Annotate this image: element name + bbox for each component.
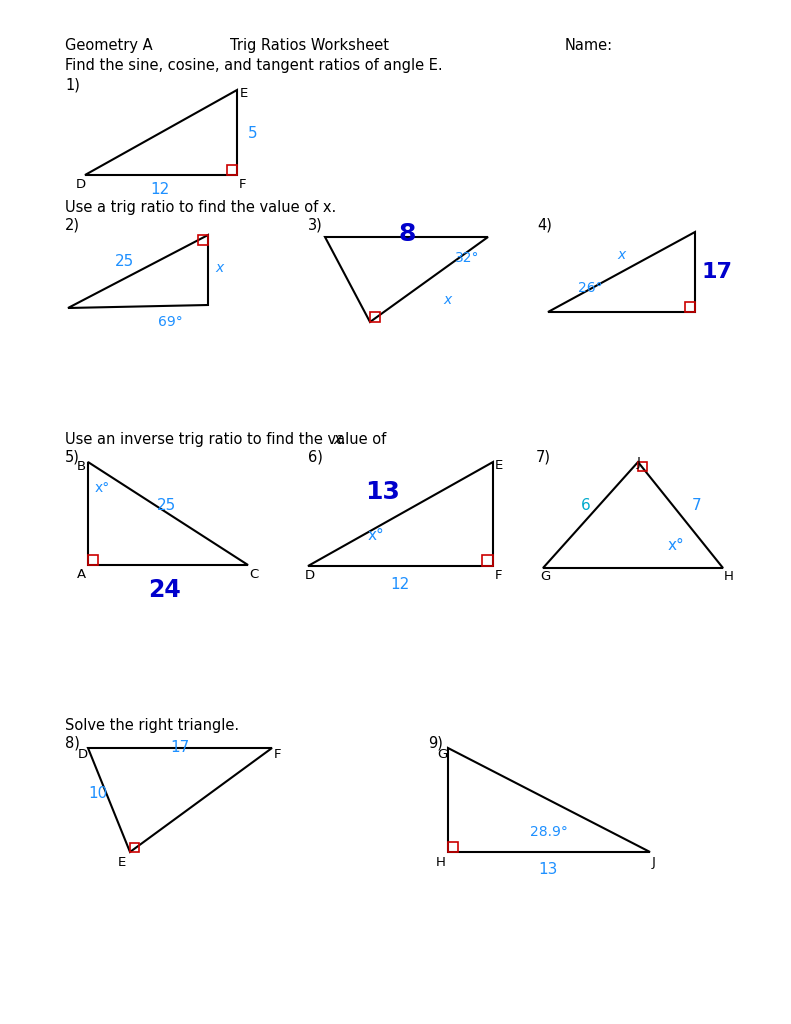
Text: 13: 13 xyxy=(365,480,400,504)
Text: 3): 3) xyxy=(308,218,323,233)
Text: 8): 8) xyxy=(65,736,85,751)
Text: E: E xyxy=(495,459,503,472)
Text: 17: 17 xyxy=(702,262,733,282)
Text: 1): 1) xyxy=(65,78,80,93)
Text: 25: 25 xyxy=(157,498,176,512)
Text: 28.9°: 28.9° xyxy=(530,825,568,839)
Text: 6: 6 xyxy=(581,499,591,513)
Text: E: E xyxy=(118,856,127,869)
Text: 5): 5) xyxy=(65,450,80,465)
Text: G: G xyxy=(437,748,447,761)
Text: 13: 13 xyxy=(539,862,558,877)
Text: x: x xyxy=(215,261,223,275)
Text: Name:: Name: xyxy=(565,38,613,53)
Text: F: F xyxy=(274,748,282,761)
Text: G: G xyxy=(540,570,551,583)
Text: Use an inverse trig ratio to find the value of: Use an inverse trig ratio to find the va… xyxy=(65,432,391,447)
Text: A: A xyxy=(77,568,86,581)
Text: F: F xyxy=(239,178,247,191)
Bar xyxy=(130,843,139,852)
Text: 17: 17 xyxy=(170,740,190,755)
Text: x°: x° xyxy=(368,527,384,543)
Bar xyxy=(638,462,647,471)
Bar xyxy=(370,312,380,322)
Text: 69°: 69° xyxy=(158,315,183,329)
Text: D: D xyxy=(76,178,86,191)
Text: 24: 24 xyxy=(149,578,181,602)
Text: x°: x° xyxy=(668,538,685,553)
Bar xyxy=(227,165,237,175)
Text: J: J xyxy=(652,856,656,869)
Text: B: B xyxy=(77,460,86,473)
Text: 6): 6) xyxy=(308,450,323,465)
Text: C: C xyxy=(249,568,258,581)
Text: Trig Ratios Worksheet: Trig Ratios Worksheet xyxy=(230,38,389,53)
Bar xyxy=(685,302,695,312)
Bar xyxy=(198,234,208,245)
Text: Use a trig ratio to find the value of x.: Use a trig ratio to find the value of x. xyxy=(65,200,336,215)
Text: 10: 10 xyxy=(88,785,108,801)
Text: 7): 7) xyxy=(536,450,551,465)
Text: D: D xyxy=(78,748,88,761)
Text: F: F xyxy=(495,569,502,582)
Text: 12: 12 xyxy=(391,577,410,592)
Text: E: E xyxy=(240,87,248,100)
Text: x: x xyxy=(443,293,451,307)
Text: x: x xyxy=(617,248,625,262)
Text: Solve the right triangle.: Solve the right triangle. xyxy=(65,718,239,733)
Bar xyxy=(482,555,493,566)
Text: 7: 7 xyxy=(692,499,702,513)
Text: 12: 12 xyxy=(150,182,169,197)
Text: 2): 2) xyxy=(65,218,80,233)
Text: 4): 4) xyxy=(537,218,552,233)
Text: x: x xyxy=(333,432,342,447)
Text: .: . xyxy=(340,432,345,447)
Text: J: J xyxy=(637,456,641,469)
Text: 32°: 32° xyxy=(455,251,479,265)
Text: H: H xyxy=(724,570,734,583)
Bar xyxy=(448,842,458,852)
Text: 25: 25 xyxy=(115,255,134,269)
Text: 5: 5 xyxy=(248,126,258,140)
Bar xyxy=(88,555,98,565)
Text: 26°: 26° xyxy=(578,281,603,295)
Text: 8: 8 xyxy=(399,222,416,246)
Text: H: H xyxy=(436,856,446,869)
Text: D: D xyxy=(305,569,315,582)
Text: Find the sine, cosine, and tangent ratios of angle E.: Find the sine, cosine, and tangent ratio… xyxy=(65,58,443,73)
Text: x°: x° xyxy=(95,481,110,495)
Text: Geometry A: Geometry A xyxy=(65,38,153,53)
Text: 9): 9) xyxy=(428,736,443,751)
